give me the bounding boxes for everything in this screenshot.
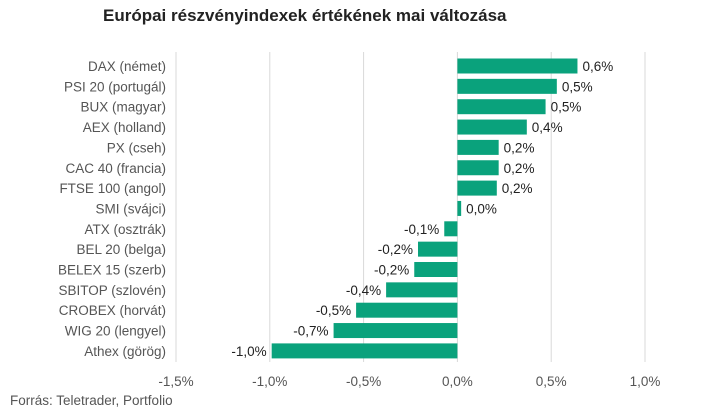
x-tick-label: -1,0%: [252, 374, 287, 389]
bar: [271, 343, 458, 359]
category-label: AEX (holland): [83, 120, 166, 135]
x-axis-ticks: -1,5% -1,0% -0,5% 0,0% 0,5% 1,0%: [158, 374, 660, 389]
data-label: 0,5%: [551, 100, 582, 115]
category-label: SMI (svájci): [96, 201, 167, 216]
bar: [457, 78, 557, 94]
data-label: 0,2%: [504, 140, 535, 155]
category-label: PSI 20 (portugál): [64, 79, 166, 94]
bar: [457, 99, 546, 115]
category-label: DAX (német): [88, 59, 166, 74]
data-label: 0,5%: [562, 79, 593, 94]
category-labels: DAX (német) PSI 20 (portugál) BUX (magyar)…: [58, 59, 166, 359]
data-label: 0,2%: [504, 161, 535, 176]
data-label: -0,1%: [404, 222, 439, 237]
bar: [457, 160, 499, 176]
bar: [457, 180, 497, 196]
data-label: -1,0%: [231, 344, 266, 359]
category-label: BELEX 15 (szerb): [58, 263, 166, 278]
bar: [333, 323, 458, 339]
data-label: 0,4%: [532, 120, 563, 135]
category-label: ATX (osztrák): [84, 222, 166, 237]
bar: [418, 241, 458, 257]
bar: [386, 282, 458, 298]
value-labels: 0,6% 0,5% 0,5% 0,4% 0,2% 0,2% 0,2% 0,0% -0,1% -0,…: [231, 59, 613, 359]
data-label: -0,2%: [378, 242, 413, 257]
category-label: Athex (görög): [84, 344, 166, 359]
bar: [444, 221, 458, 237]
x-tick-label: -1,5%: [158, 374, 193, 389]
data-label: -0,5%: [316, 303, 351, 318]
category-label: PX (cseh): [107, 140, 166, 155]
chart-title: Európai részvényindexek értékének mai vá…: [103, 6, 507, 25]
data-label: 0,2%: [502, 181, 533, 196]
x-tick-label: 0,5%: [536, 374, 567, 389]
x-tick-label: 0,0%: [442, 374, 473, 389]
category-label: SBITOP (szlovén): [58, 283, 166, 298]
bar: [457, 58, 578, 74]
bar: [457, 139, 499, 155]
x-tick-label: 1,0%: [630, 374, 661, 389]
category-label: CAC 40 (francia): [65, 161, 166, 176]
data-label: -0,7%: [293, 324, 328, 339]
x-tick-label: -0,5%: [346, 374, 381, 389]
source-note: Forrás: Teletrader, Portfolio: [10, 393, 173, 408]
category-label: BEL 20 (belga): [76, 242, 166, 257]
data-label: 0,0%: [466, 201, 497, 216]
data-label: 0,6%: [582, 59, 613, 74]
category-label: CROBEX (horvát): [59, 303, 166, 318]
category-label: FTSE 100 (angol): [59, 181, 166, 196]
bar: [356, 302, 458, 318]
bar: [457, 200, 462, 216]
bars: [271, 58, 578, 359]
category-label: BUX (magyar): [80, 100, 166, 115]
bar: [414, 262, 458, 277]
data-label: -0,2%: [374, 263, 409, 278]
bar: [457, 119, 527, 135]
category-label: WIG 20 (lengyel): [65, 324, 166, 339]
data-label: -0,4%: [346, 283, 381, 298]
